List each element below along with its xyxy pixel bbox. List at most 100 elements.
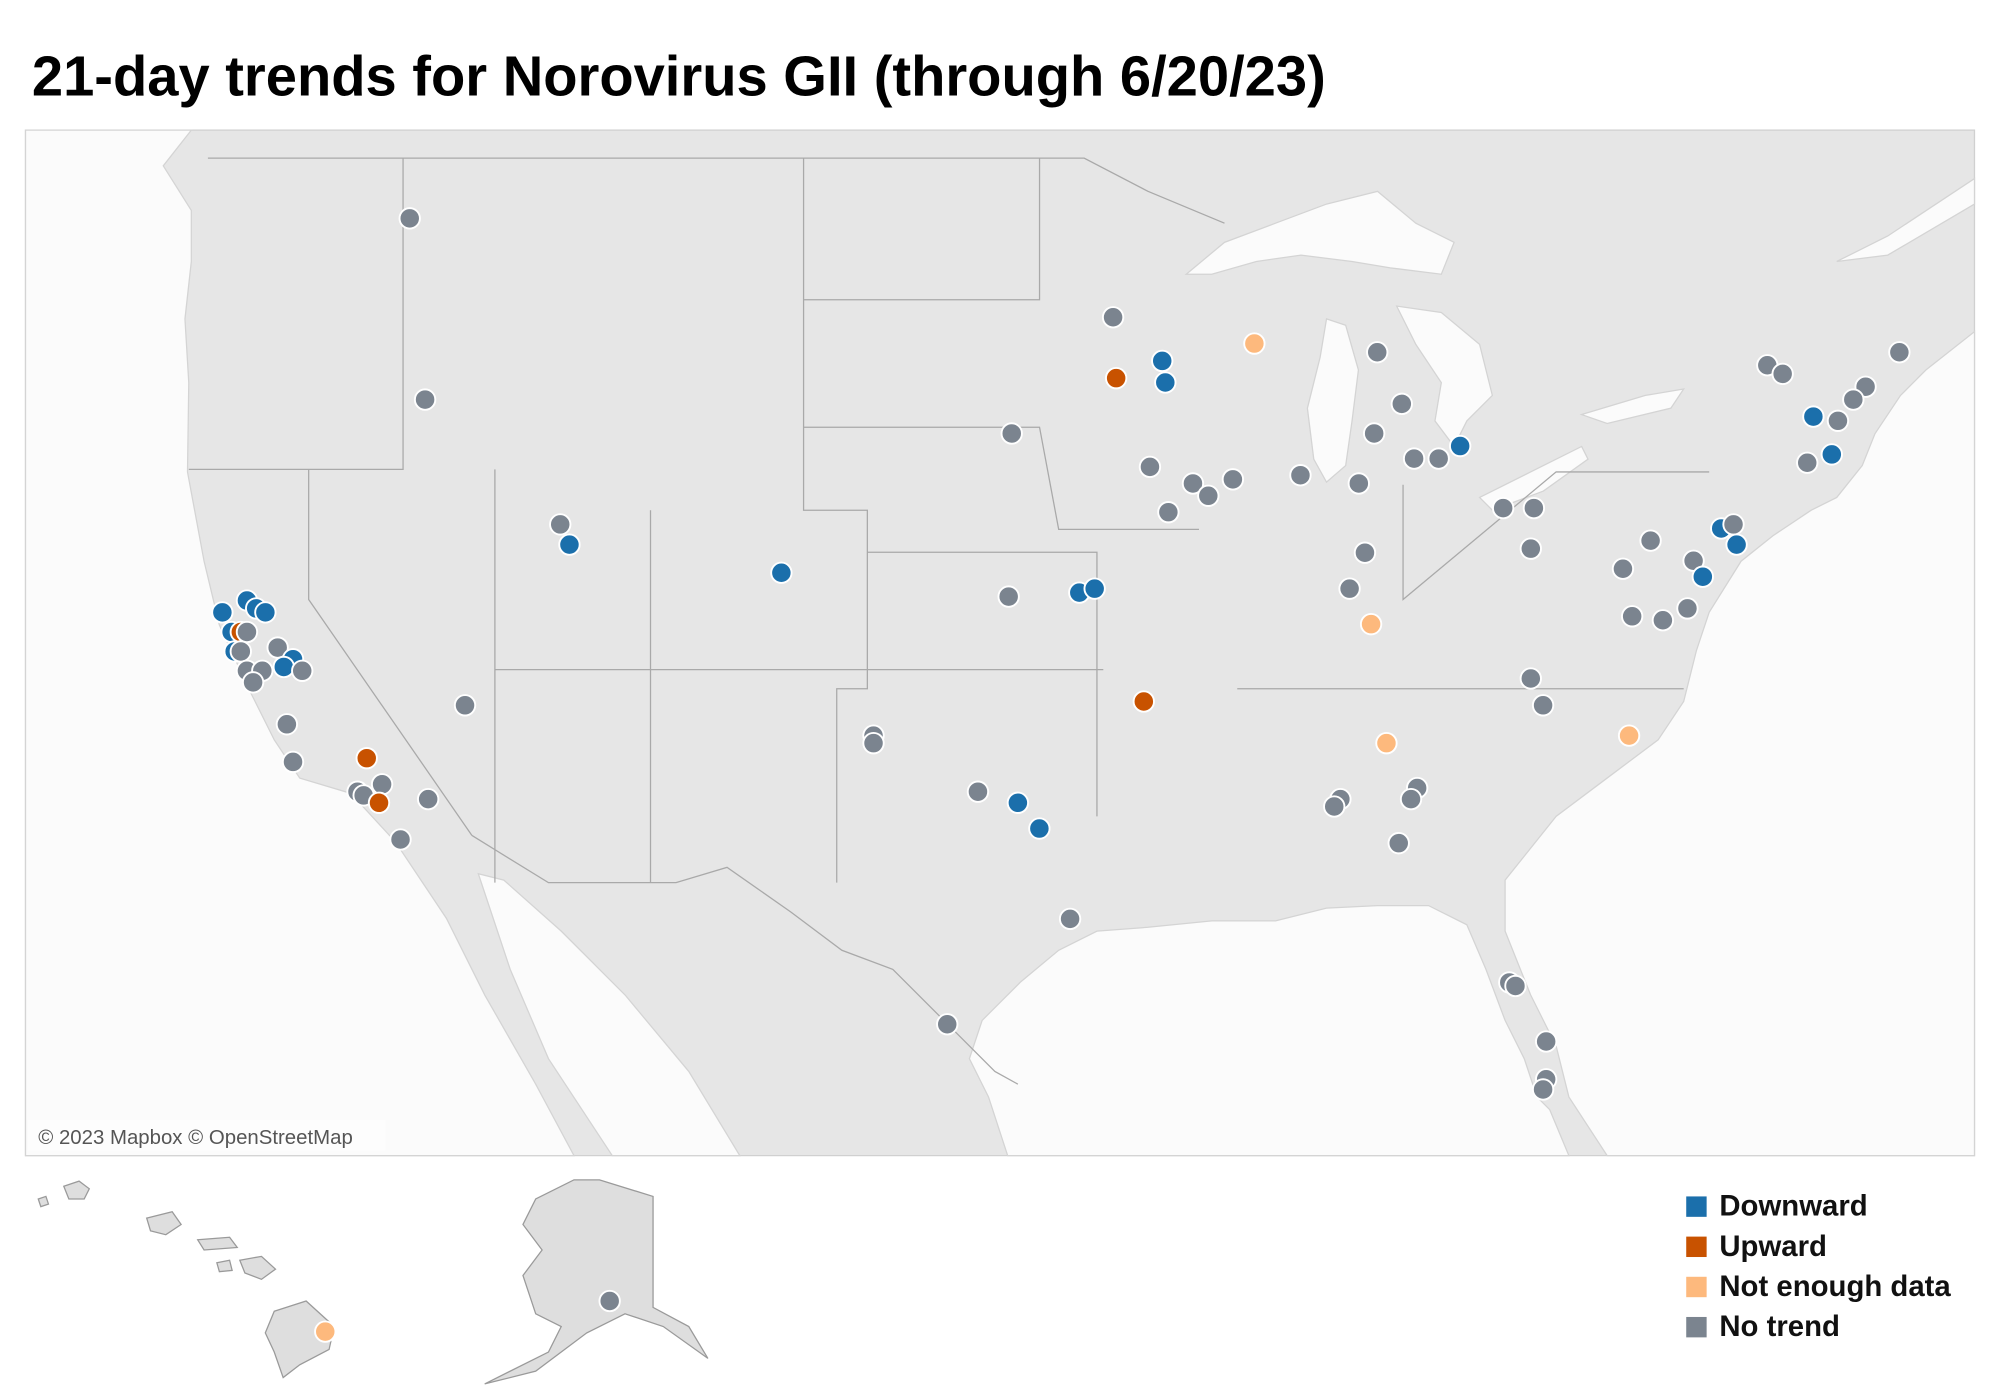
- map-attribution: © 2023 Mapbox © OpenStreetMap: [38, 1127, 353, 1149]
- legend-label: Downward: [1719, 1190, 1867, 1223]
- site-marker: [1347, 472, 1370, 495]
- site-marker: [1842, 388, 1865, 411]
- site-marker: [1366, 341, 1389, 364]
- site-marker: [275, 713, 299, 736]
- site-marker: [1888, 341, 1911, 364]
- site-marker: [1359, 612, 1383, 636]
- site-marker: [413, 388, 437, 411]
- site-marker: [1181, 472, 1205, 495]
- site-marker: [1611, 557, 1635, 580]
- legend-swatch: [1686, 1316, 1707, 1338]
- site-marker: [1151, 349, 1174, 373]
- site-marker: [1504, 974, 1527, 998]
- site-marker: [1289, 464, 1312, 487]
- site-marker: [997, 585, 1020, 608]
- site-marker: [549, 513, 572, 536]
- legend-label: Not enough data: [1719, 1270, 1951, 1303]
- site-marker: [1427, 447, 1450, 470]
- site-marker: [1691, 565, 1714, 588]
- site-marker: [1390, 392, 1413, 416]
- site-marker: [453, 694, 477, 717]
- site-marker: [1338, 577, 1361, 600]
- legend: Downward Upward Not enough data No trend: [1686, 1190, 1951, 1343]
- insets: [37, 1179, 709, 1385]
- site-marker: [1028, 817, 1051, 840]
- site-marker: [1519, 537, 1542, 560]
- state-border: [867, 551, 1098, 817]
- sites: [211, 207, 1911, 1343]
- site-marker: [370, 773, 394, 796]
- state-border: [802, 158, 868, 883]
- gulf-of-st-lawrence: [1836, 177, 1976, 263]
- legend-swatch: [1686, 1196, 1707, 1217]
- site-marker: [229, 640, 252, 663]
- site-marker: [235, 620, 259, 644]
- site-marker: [1058, 907, 1082, 931]
- site-marker: [241, 671, 265, 694]
- site-marker: [272, 655, 295, 679]
- state-border: [308, 469, 473, 836]
- basemap: © 2023 Mapbox © OpenStreetMap: [24, 129, 1976, 1157]
- site-marker: [1519, 667, 1542, 690]
- site-marker: [1492, 496, 1515, 520]
- site-marker: [1375, 732, 1398, 755]
- site-marker: [1725, 533, 1748, 556]
- site-marker: [1826, 409, 1850, 432]
- lake-ontario: [1579, 388, 1686, 425]
- site-marker: [355, 747, 378, 770]
- site-marker: [1138, 455, 1162, 479]
- site-marker: [1006, 791, 1030, 814]
- lake-superior: [1184, 190, 1455, 275]
- site-marker: [1621, 605, 1644, 628]
- site-marker: [281, 750, 305, 774]
- site-marker: [417, 787, 440, 811]
- atlantic-ocean: [1504, 330, 1976, 1157]
- site-marker: [966, 780, 990, 803]
- state-border: [803, 426, 1199, 530]
- site-marker: [770, 561, 793, 584]
- state-border: [803, 158, 1041, 301]
- site-marker: [1531, 1078, 1555, 1101]
- site-marker: [211, 601, 234, 624]
- site-marker: [1000, 422, 1023, 445]
- hawaii-island: [216, 1259, 233, 1273]
- lake-michigan: [1306, 318, 1360, 484]
- site-marker: [1402, 447, 1426, 470]
- legend-swatch: [1686, 1236, 1707, 1258]
- site-marker: [1221, 468, 1245, 491]
- site-marker: [1651, 609, 1675, 632]
- hawaii-island: [145, 1211, 183, 1236]
- site-marker: [1676, 597, 1699, 620]
- site-marker: [1722, 513, 1745, 536]
- alaska: [484, 1179, 709, 1385]
- site-marker: [1132, 690, 1155, 713]
- site-marker: [291, 659, 314, 682]
- site-marker: [1363, 422, 1386, 445]
- site-marker: [1083, 577, 1106, 600]
- hawaii-island: [62, 1180, 91, 1200]
- site-marker: [389, 828, 412, 851]
- gulf-of-mexico: [968, 904, 1570, 1157]
- pacific-ocean: [24, 129, 576, 1157]
- site-marker: [1639, 529, 1662, 552]
- site-marker: [1399, 787, 1423, 811]
- gulf-of-california: [477, 872, 741, 1157]
- state-border: [1402, 471, 1710, 601]
- site-marker: [254, 601, 277, 624]
- hawaii-island: [264, 1300, 335, 1379]
- site-marker: [936, 1013, 959, 1036]
- state-border: [188, 158, 404, 471]
- site-marker: [558, 533, 581, 556]
- site-marker: [314, 1320, 337, 1343]
- site-marker: [1387, 832, 1410, 855]
- site-marker: [1617, 724, 1641, 747]
- hawaii-island: [196, 1236, 239, 1251]
- site-marker: [1535, 1030, 1558, 1053]
- site-marker: [1796, 451, 1819, 474]
- site-marker: [1101, 306, 1125, 329]
- legend-label: Upward: [1719, 1230, 1827, 1263]
- site-marker: [1353, 541, 1377, 564]
